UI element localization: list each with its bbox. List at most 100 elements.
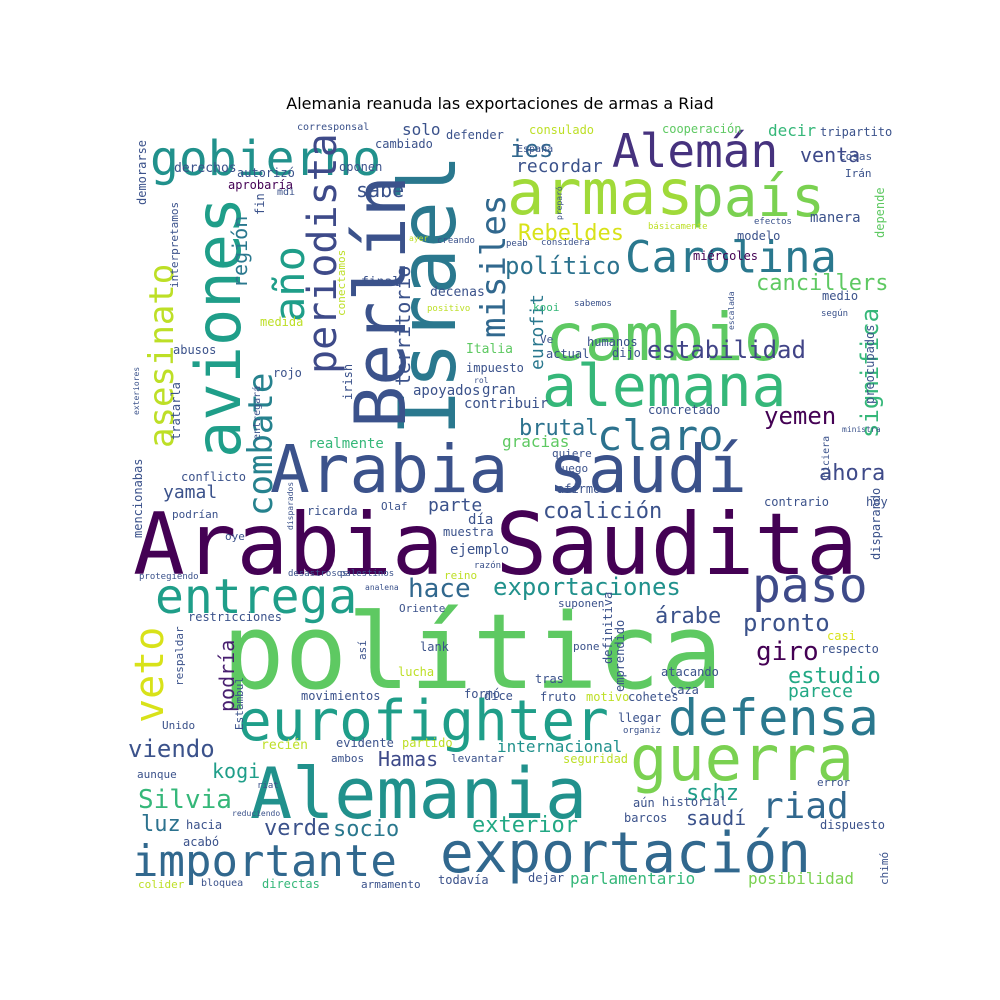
word-unido: Unido bbox=[162, 719, 195, 732]
word-efectos: efectos bbox=[754, 217, 792, 227]
word-misiles: misiles bbox=[474, 195, 514, 338]
word-cosas: cosas bbox=[839, 150, 872, 163]
word-actual: actual bbox=[546, 347, 589, 361]
word-brutal: brutal bbox=[519, 416, 598, 441]
word-bloquea: bloquea bbox=[201, 878, 243, 889]
word-dispuesto: dispuesto bbox=[820, 818, 885, 832]
word-ayer: ayer bbox=[409, 234, 428, 243]
word-giro: giro bbox=[756, 637, 819, 667]
word-atacando: atacando bbox=[661, 665, 719, 679]
word-gran: gran bbox=[482, 382, 516, 398]
word-luz: luz bbox=[141, 812, 181, 837]
word-ies: ies bbox=[510, 135, 553, 163]
word-dejar: dejar bbox=[528, 871, 564, 885]
word-riad: riad bbox=[762, 786, 849, 827]
word-cohetes: cohetes bbox=[628, 690, 679, 704]
word-aun: aún bbox=[633, 796, 655, 810]
word-politica: política bbox=[222, 591, 723, 713]
word-cancillers: cancillers bbox=[756, 271, 888, 296]
word-alemana: alemana bbox=[542, 352, 786, 420]
word-hacia: hacia bbox=[186, 818, 222, 832]
word-posibilidad: posibilidad bbox=[748, 869, 854, 888]
word-seguridad: seguridad bbox=[563, 752, 628, 766]
word-asi: así bbox=[356, 640, 369, 660]
word-protegiendo: protegiendo bbox=[139, 572, 199, 582]
word-alemania: Alemania bbox=[250, 753, 587, 835]
word-internacional: internacional bbox=[497, 737, 622, 756]
word-arabia-saudita: Arabia Saudita bbox=[133, 495, 858, 595]
word-gobierno: gobierno bbox=[150, 131, 381, 187]
word-caza: caza bbox=[670, 683, 699, 697]
word-rojo: rojo bbox=[273, 366, 302, 380]
word-yemen: yemen bbox=[764, 402, 836, 430]
word-paso: paso bbox=[752, 558, 868, 614]
word-region: región bbox=[228, 216, 252, 288]
word-respaldar: respaldar bbox=[173, 626, 186, 686]
word-segun: según bbox=[821, 309, 848, 319]
word-reino: reino bbox=[444, 569, 477, 582]
word-humanos: humanos bbox=[587, 335, 638, 349]
word-pais: país bbox=[690, 165, 825, 230]
word-recien: recién bbox=[261, 738, 308, 753]
word-schz: schz bbox=[686, 781, 739, 806]
word-ejemplo: ejemplo bbox=[450, 542, 509, 558]
word-viendo: viendo bbox=[128, 735, 215, 763]
word-dia: día bbox=[468, 512, 493, 528]
word-berlin: Berlín bbox=[340, 175, 422, 428]
word-consulado: consulado bbox=[529, 123, 594, 137]
word-llegar: llegar bbox=[618, 711, 661, 725]
word-kooi: kooi bbox=[533, 301, 560, 314]
word-exteriores: exteriores bbox=[132, 367, 141, 415]
word-medio: medio bbox=[822, 289, 858, 303]
word-preparo: preparó bbox=[554, 186, 564, 220]
word-conflicto: conflicto bbox=[181, 470, 246, 484]
word-arabia-saudi: Arabia saudí bbox=[270, 431, 747, 508]
word-autorizo: autorizó bbox=[237, 166, 295, 180]
word-parlamentario: parlamentario bbox=[570, 869, 695, 888]
word-afirmo: afirmó bbox=[557, 482, 600, 496]
word-partido: partido bbox=[402, 736, 453, 750]
word-manera: manera bbox=[810, 210, 861, 226]
word-hiciera: hiciera bbox=[821, 436, 832, 478]
word-importante: importante bbox=[132, 836, 397, 887]
word-disparados: disparados bbox=[286, 482, 295, 530]
word-entrega: entrega bbox=[155, 569, 357, 625]
word-peab: peab bbox=[506, 239, 528, 249]
word-tripartito: tripartito bbox=[820, 125, 892, 139]
word-cooperacion: cooperación bbox=[662, 122, 741, 136]
word-podria: podría bbox=[215, 640, 239, 712]
word-impuesto: impuesto bbox=[466, 361, 524, 375]
word-preocupados: preocupados bbox=[863, 325, 877, 404]
word-fruto: fruto bbox=[540, 690, 576, 704]
word-organiz: organiz bbox=[623, 726, 661, 736]
word-restricciones: restricciones bbox=[188, 610, 282, 624]
word-significa: significa bbox=[856, 308, 884, 438]
chart-title: Alemania reanuda las exportaciones de ar… bbox=[286, 94, 714, 113]
word-tratarla: tratarla bbox=[169, 382, 183, 440]
word-gracias: gracias bbox=[502, 432, 569, 451]
word-dice: dice bbox=[484, 689, 513, 703]
word-combate: combate bbox=[241, 373, 281, 516]
word-contrario: contrario bbox=[764, 495, 829, 509]
word-guerra: guerra bbox=[630, 722, 854, 795]
word-considera: considera bbox=[541, 238, 590, 248]
word-error: error bbox=[817, 776, 850, 789]
word-luego: luego bbox=[555, 462, 588, 475]
word-exterior: exterior bbox=[472, 813, 578, 838]
word-aunque: aunque bbox=[137, 768, 177, 781]
word-italia: Italia bbox=[466, 342, 513, 357]
word-escalada: escalada bbox=[727, 291, 736, 330]
word-venta: venta bbox=[800, 143, 860, 167]
word-espana: España bbox=[517, 144, 553, 155]
word-mdi: mdi bbox=[277, 187, 295, 198]
word-disparando: disparando bbox=[869, 488, 883, 560]
word-cambiado: cambiado bbox=[375, 137, 433, 151]
word-riat: riat bbox=[257, 781, 279, 791]
word-sabe: sabe bbox=[356, 178, 404, 202]
word-oriente: Oriente bbox=[399, 602, 445, 615]
word-aprobaria: aprobaría bbox=[228, 178, 293, 192]
word-rebeldes: Rebeldes bbox=[518, 221, 624, 246]
word-abusos: abusos bbox=[173, 343, 216, 357]
word-ministra: ministra bbox=[842, 425, 881, 434]
word-podrian: podrían bbox=[172, 508, 218, 521]
